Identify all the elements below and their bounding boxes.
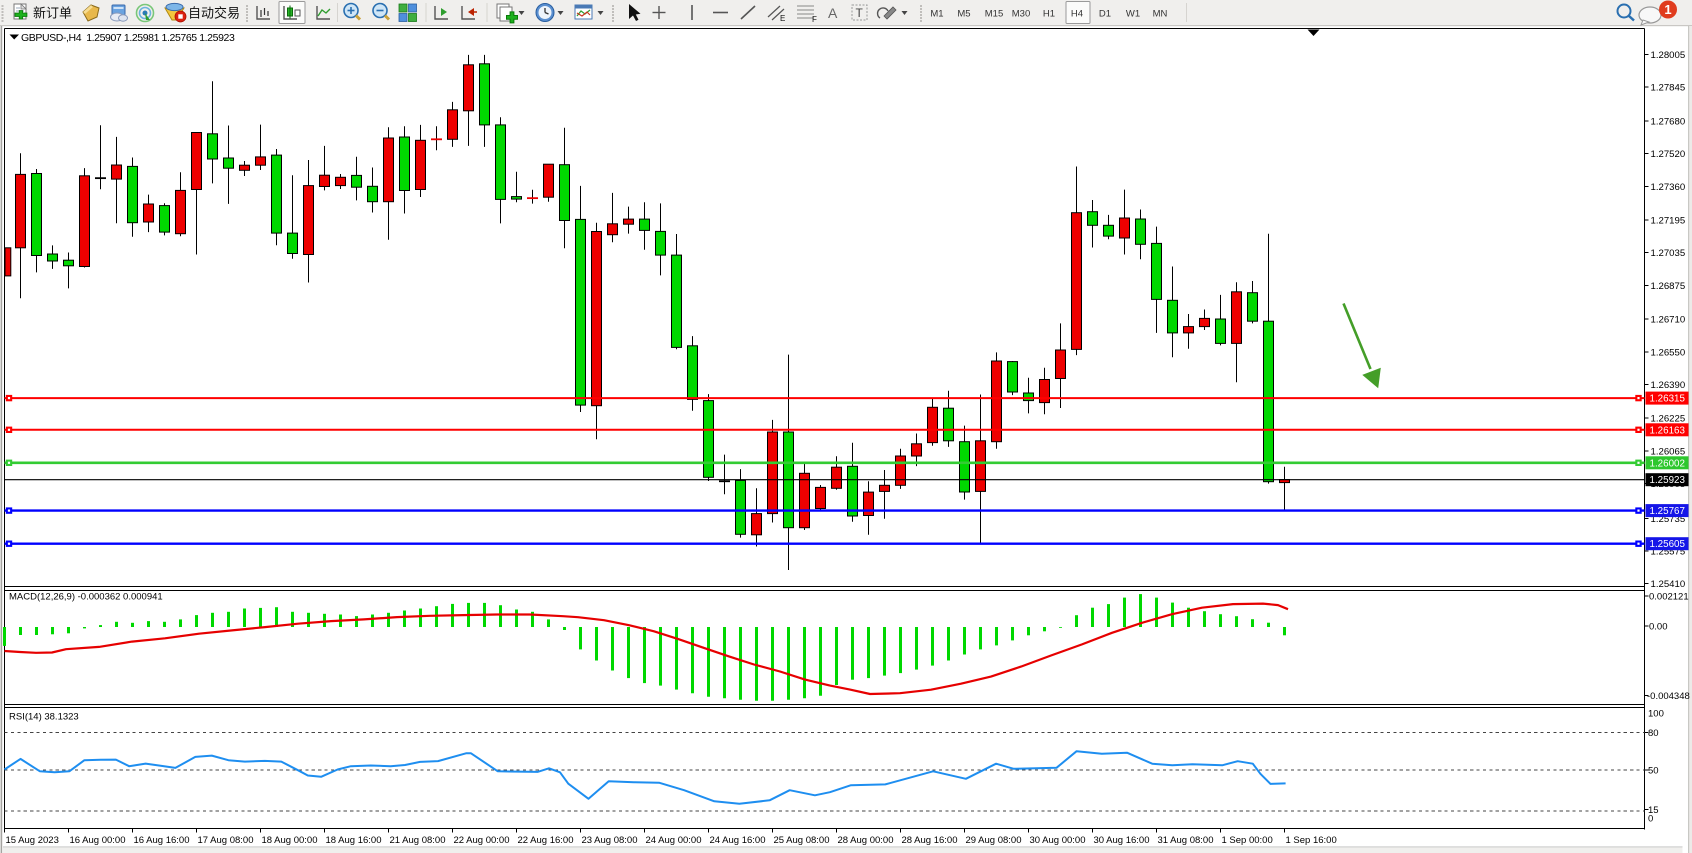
svg-text:1.27360: 1.27360 [1651,182,1686,193]
svg-text:1.25575: 1.25575 [1651,547,1686,558]
svg-text:1.27035: 1.27035 [1651,248,1686,259]
svg-text:1.26550: 1.26550 [1651,347,1686,358]
svg-text:1.26225: 1.26225 [1651,414,1686,425]
svg-text:T: T [856,6,864,20]
svg-text:22 Aug 16:00: 22 Aug 16:00 [518,835,574,846]
svg-text:1.25735: 1.25735 [1651,514,1686,525]
svg-text:30 Aug 00:00: 30 Aug 00:00 [1030,835,1086,846]
svg-text:M1: M1 [930,9,943,20]
svg-text:1.26002: 1.26002 [1650,458,1685,469]
svg-text:W1: W1 [1126,9,1140,20]
svg-text:15 Aug 2023: 15 Aug 2023 [6,835,59,846]
svg-text:RSI(14) 38.1323: RSI(14) 38.1323 [9,712,79,723]
svg-text:50: 50 [1648,766,1659,777]
svg-text:1 Sep 00:00: 1 Sep 00:00 [1222,835,1273,846]
svg-text:MN: MN [1153,9,1168,20]
svg-text:15: 15 [1648,805,1659,816]
svg-text:1.25605: 1.25605 [1650,539,1686,550]
svg-text:1.25767: 1.25767 [1650,506,1685,517]
svg-text:31 Aug 08:00: 31 Aug 08:00 [1158,835,1214,846]
svg-text:1.27520: 1.27520 [1651,149,1686,160]
svg-text:18 Aug 16:00: 18 Aug 16:00 [326,835,382,846]
svg-text:29 Aug 08:00: 29 Aug 08:00 [966,835,1022,846]
svg-text:0: 0 [1648,814,1653,825]
svg-text:16 Aug 16:00: 16 Aug 16:00 [134,835,190,846]
svg-text:80: 80 [1648,728,1659,739]
svg-text:1.27845: 1.27845 [1651,83,1686,94]
svg-text:1.26390: 1.26390 [1651,380,1686,391]
svg-text:F: F [812,15,817,24]
svg-text:18 Aug 00:00: 18 Aug 00:00 [262,835,318,846]
svg-text:1: 1 [1664,2,1671,17]
svg-text:M5: M5 [957,9,970,20]
svg-text:1.25923: 1.25923 [1650,475,1686,486]
svg-text:28 Aug 00:00: 28 Aug 00:00 [838,835,894,846]
svg-text:-0.004348: -0.004348 [1647,691,1690,702]
svg-text:GBPUSD-,H4 1.25907 1.25981 1.: GBPUSD-,H4 1.25907 1.25981 1.25765 1.259… [21,32,235,44]
svg-text:22 Aug 00:00: 22 Aug 00:00 [454,835,510,846]
svg-text:D1: D1 [1099,9,1111,20]
svg-text:1.27680: 1.27680 [1651,116,1686,127]
svg-text:E: E [780,14,785,23]
svg-text:M30: M30 [1012,9,1030,20]
svg-text:24 Aug 16:00: 24 Aug 16:00 [710,835,766,846]
svg-text:16 Aug 00:00: 16 Aug 00:00 [70,835,126,846]
svg-text:1.26163: 1.26163 [1650,425,1686,436]
svg-text:0.00: 0.00 [1649,621,1668,632]
svg-text:1 Sep 16:00: 1 Sep 16:00 [1286,835,1337,846]
svg-text:1.27195: 1.27195 [1651,216,1686,227]
svg-text:A: A [828,5,838,21]
svg-text:23 Aug 08:00: 23 Aug 08:00 [582,835,638,846]
svg-text:1.26315: 1.26315 [1650,394,1686,405]
svg-text:1.26710: 1.26710 [1651,315,1686,326]
svg-text:自动交易: 自动交易 [188,6,240,21]
svg-text:100: 100 [1648,709,1664,720]
svg-text:1.25410: 1.25410 [1651,579,1686,590]
svg-text:1.26065: 1.26065 [1651,446,1686,457]
svg-text:24 Aug 00:00: 24 Aug 00:00 [646,835,702,846]
svg-text:H1: H1 [1043,9,1055,20]
svg-text:21 Aug 08:00: 21 Aug 08:00 [390,835,446,846]
svg-text:H4: H4 [1071,9,1083,20]
svg-text:1.26875: 1.26875 [1651,281,1686,292]
svg-text:30 Aug 16:00: 30 Aug 16:00 [1094,835,1150,846]
svg-text:1.28005: 1.28005 [1651,50,1686,61]
svg-text:M15: M15 [985,9,1003,20]
svg-text:17 Aug 08:00: 17 Aug 08:00 [198,835,254,846]
svg-text:28 Aug 16:00: 28 Aug 16:00 [902,835,958,846]
svg-text:MACD(12,26,9) -0.000362 0.0009: MACD(12,26,9) -0.000362 0.000941 [9,592,163,603]
svg-text:0.002121: 0.002121 [1649,592,1689,603]
svg-text:25 Aug 08:00: 25 Aug 08:00 [774,835,830,846]
svg-text:新订单: 新订单 [33,6,72,21]
